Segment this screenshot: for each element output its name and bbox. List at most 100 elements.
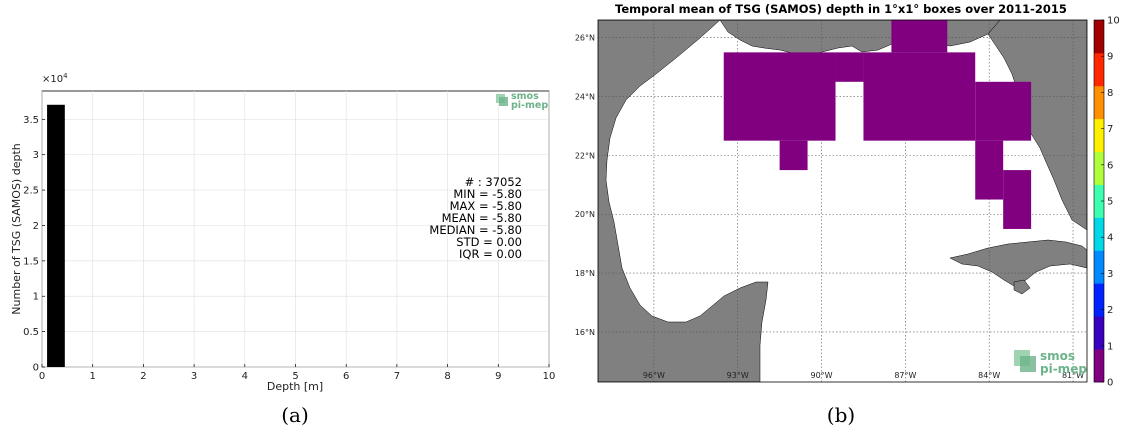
land-florida [987,20,1087,231]
longitude-label: 87°W [894,371,916,380]
colorbar-tick-label: 0 [1107,378,1113,389]
map-logo: smos pi-mep [1014,349,1087,376]
y-tick-label: 3 [33,150,39,161]
x-tick-label: 3 [191,371,197,382]
y-multiplier: ×104 [42,72,68,85]
x-tick-label: 2 [140,371,146,382]
map-panel: Temporal mean of TSG (SAMOS) depth in 1°… [575,2,1120,427]
colorbar-segment [1094,85,1104,120]
colorbar-tick-label: 2 [1107,305,1113,316]
stat-line: MAX = -5.80 [450,199,522,213]
map-latitude-ticks: 16°N 18°N 20°N 22°N 24°N 26°N [575,34,595,337]
colorbar-tick-label: 9 [1107,52,1113,63]
histogram-panel: 0 1 2 3 4 5 6 7 8 9 10 0 0.5 1 1.5 2 2.5 3 3.5 ×104 Depth… [10,72,555,427]
colorbar-segment [1094,316,1104,350]
land-isle-of-youth [1013,279,1031,295]
x-tick-label: 5 [292,371,298,382]
colorbar-segment [1094,118,1104,153]
svg-text:smos: smos [1040,349,1075,363]
y-tick-label: 3.5 [23,115,39,126]
stat-line: MIN = -5.80 [453,187,522,201]
histogram-y-ticks: 0 0.5 1 1.5 2 2.5 3 3.5 [23,115,45,374]
stat-line: STD = 0.00 [456,235,522,249]
logo-cube-icon [496,94,508,106]
x-tick-label: 4 [242,371,248,382]
latitude-label: 18°N [575,269,595,278]
latitude-label: 22°N [575,151,595,160]
latitude-label: 16°N [575,328,595,337]
data-cell [975,140,1004,200]
colorbar-segment [1094,250,1104,284]
y-tick-label: 1 [33,292,39,303]
smos-pi-mep-logo: smos pi-mep [496,91,548,111]
x-tick-label: 10 [543,371,556,382]
land-mexico-texas [598,20,769,382]
data-cell [835,52,864,82]
latitude-label: 20°N [575,210,595,219]
latitude-label: 26°N [575,34,595,43]
colorbar-segment [1094,151,1104,185]
map-longitude-ticks: 96°W 93°W 90°W 87°W 84°W 81°W [643,371,1084,380]
svg-text:smos: smos [511,91,539,102]
data-cells [723,20,1032,229]
x-tick-label: 8 [444,371,450,382]
svg-text:pi-mep: pi-mep [1040,362,1087,376]
longitude-label: 96°W [643,371,665,380]
stat-line: # : 37052 [465,175,522,189]
colorbar-tick-label: 5 [1107,197,1113,208]
colorbar-tick-label: 1 [1107,341,1113,352]
data-cell [1003,170,1032,229]
histogram-grid [41,91,550,368]
logo-cube-icon [1014,350,1036,372]
data-cell [779,140,808,171]
longitude-label: 81°W [1062,371,1084,380]
colorbar-tick-label: 10 [1107,16,1120,27]
x-tick-label: 7 [394,371,400,382]
colorbar-segment [1094,349,1104,383]
colorbar-ticks: 0 1 2 3 4 5 6 7 8 9 10 [1101,16,1120,389]
colorbar-tick-label: 3 [1107,269,1113,280]
land-masses [598,20,1087,382]
colorbar-tick-label: 7 [1107,124,1113,135]
x-tick-label: 1 [90,371,96,382]
data-cell [863,52,976,141]
histogram-bars [47,104,65,368]
svg-text:pi-mep: pi-mep [511,100,548,111]
y-tick-label: 2.5 [23,186,39,197]
colorbar-tick-label: 6 [1107,160,1113,171]
x-tick-label: 0 [39,371,45,382]
data-cell [723,52,836,141]
data-cell [975,81,1032,141]
histogram-x-ticks: 0 1 2 3 4 5 6 7 8 9 10 [39,364,556,382]
colorbar-tick-label: 8 [1107,88,1113,99]
y-tick-label: 0.5 [23,327,39,338]
panel-label-b: (b) [827,403,855,427]
colorbar-segment [1094,184,1104,218]
map-title: Temporal mean of TSG (SAMOS) depth in 1°… [615,2,1067,16]
y-tick-label: 0 [33,363,39,374]
x-tick-label: 9 [495,371,501,382]
colorbar-tick-label: 4 [1107,233,1113,244]
histogram-bar [47,104,65,368]
stat-line: IQR = 0.00 [459,247,522,261]
longitude-label: 93°W [727,371,749,380]
stat-line: MEAN = -5.80 [442,211,522,225]
colorbar-segment [1094,283,1104,317]
histogram-x-axis-label: Depth [m] [267,380,323,393]
x-tick-label: 6 [343,371,349,382]
colorbar-segment [1094,20,1104,54]
colorbar-segment [1094,52,1104,87]
colorbar [1093,19,1105,383]
latitude-label: 24°N [575,93,595,102]
panel-label-a: (a) [281,403,309,427]
y-tick-label: 1.5 [23,256,39,267]
map-frame [597,19,1088,383]
colorbar-segment [1094,217,1104,251]
longitude-label: 84°W [978,371,1000,380]
longitude-label: 90°W [810,371,832,380]
y-tick-label: 2 [33,221,39,232]
histogram-y-axis-label: Number of TSG (SAMOS) depth [10,143,23,314]
stat-line: MEDIAN = -5.80 [429,223,522,237]
